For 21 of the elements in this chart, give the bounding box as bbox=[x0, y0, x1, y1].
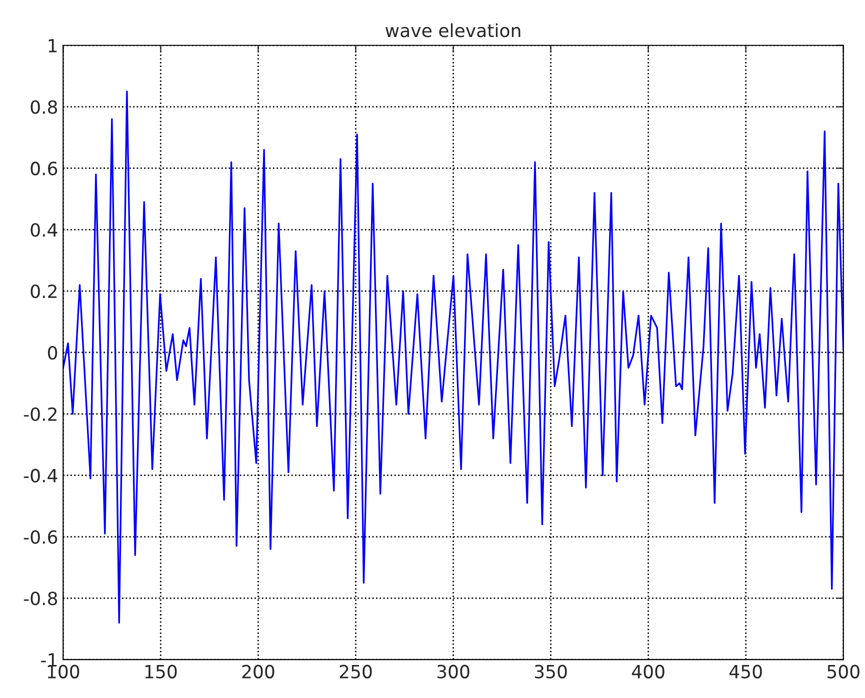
y-tick-label: 0.2 bbox=[30, 284, 56, 298]
line-series bbox=[63, 90, 844, 624]
x-tick-label: 350 bbox=[534, 664, 567, 678]
x-tick-label: 400 bbox=[632, 664, 664, 678]
y-tick-label: -0.6 bbox=[24, 530, 58, 544]
x-tick-label: 500 bbox=[828, 664, 860, 678]
x-tick-label: 250 bbox=[340, 664, 372, 678]
y-tick-label: 0.6 bbox=[30, 162, 58, 176]
y-tick-label: 0 bbox=[48, 346, 58, 360]
y-tick-label: -0.4 bbox=[24, 468, 58, 482]
y-tick-label: 1 bbox=[48, 39, 57, 52]
x-tick-label: 300 bbox=[437, 664, 470, 678]
y-tick-label: 0.4 bbox=[30, 223, 58, 237]
x-tick-label: 200 bbox=[242, 664, 274, 678]
x-tick-label: 100 bbox=[48, 664, 80, 678]
x-tick-label: 450 bbox=[730, 664, 762, 678]
y-tick-label: 0.8 bbox=[30, 100, 58, 114]
x-tick-label: 150 bbox=[145, 664, 177, 678]
y-tick-label: -0.8 bbox=[24, 592, 58, 606]
y-tick-label: -0.2 bbox=[24, 407, 56, 422]
chart-title: wave elevation bbox=[386, 23, 520, 38]
